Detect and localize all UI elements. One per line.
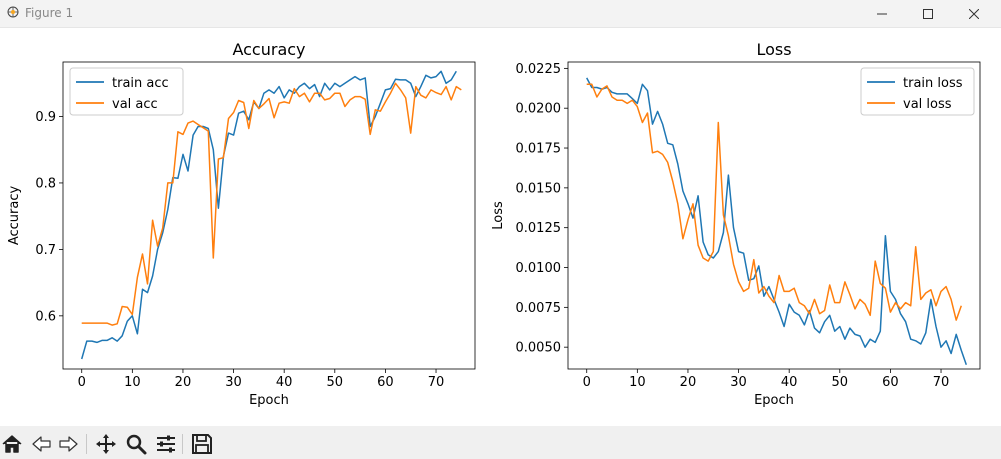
loss-x-tick-label: 70 (933, 375, 950, 390)
loss-x-tick-label: 20 (680, 375, 697, 390)
pan-icon (96, 434, 116, 454)
loss-y-tick-label: 0.0200 (516, 102, 562, 117)
accuracy-x-tick-label: 20 (175, 375, 192, 390)
accuracy-x-tick-label: 40 (276, 375, 293, 390)
toolbar-separator (86, 434, 87, 454)
loss-chart-title: Loss (756, 40, 791, 59)
home-icon (2, 435, 22, 453)
accuracy-x-axis-label: Epoch (249, 393, 289, 408)
minimize-icon (877, 13, 887, 14)
save-icon (192, 434, 212, 454)
accuracy-y-tick-label: 0.9 (35, 110, 56, 125)
loss-legend-label-train: train loss (903, 76, 963, 91)
loss-x-tick-label: 0 (583, 375, 591, 390)
accuracy-series-val-line (81, 82, 462, 326)
loss-x-tick-label: 40 (781, 375, 798, 390)
accuracy-x-tick-label: 0 (78, 375, 86, 390)
loss-legend-label-val: val loss (903, 97, 952, 112)
plots-svg: 0 10 20 30 40 50 60 70 0.6 0.7 0.8 0.9 Accuracy Epoch… (7, 40, 981, 408)
loss-y-axis-label: Loss (491, 201, 506, 230)
accuracy-series-train-line (80, 70, 457, 360)
accuracy-y-axis-label: Accuracy (7, 186, 22, 246)
save-button[interactable] (190, 432, 214, 456)
accuracy-y-tick-label: 0.6 (35, 309, 56, 324)
figure-canvas: 0 10 20 30 40 50 60 70 0.6 0.7 0.8 0.9 Accuracy Epoch… (0, 28, 1001, 426)
loss-y-tick-label: 0.0050 (516, 341, 562, 356)
close-icon (969, 8, 979, 19)
loss-x-tick-label: 30 (730, 375, 747, 390)
accuracy-y-tick-label: 0.8 (35, 176, 56, 191)
back-button[interactable] (30, 432, 54, 456)
forward-button[interactable] (56, 432, 80, 456)
loss-series-train-line (586, 77, 968, 365)
zoom-button[interactable] (124, 432, 148, 456)
accuracy-x-tick-label: 30 (225, 375, 242, 390)
maximize-button[interactable] (905, 0, 951, 27)
toolbar-separator (182, 434, 183, 454)
back-icon (32, 436, 51, 452)
accuracy-x-tick-label: 60 (377, 375, 394, 390)
forward-icon (59, 436, 78, 452)
configure-subplots-icon (157, 435, 175, 453)
configure-subplots-button[interactable] (154, 432, 178, 456)
zoom-icon (126, 434, 147, 455)
loss-x-tick-label: 10 (629, 375, 646, 390)
window-titlebar: Figure 1 (0, 0, 1001, 28)
accuracy-legend-label-val: val acc (112, 97, 158, 112)
accuracy-x-tick-label: 10 (124, 375, 141, 390)
home-button[interactable] (0, 432, 24, 456)
matplotlib-app-icon (7, 6, 19, 18)
pan-button[interactable] (94, 432, 118, 456)
loss-y-tick-label: 0.0150 (516, 181, 562, 196)
loss-x-axis-label: Epoch (754, 393, 794, 408)
accuracy-y-tick-label: 0.7 (35, 243, 56, 258)
loss-y-tick-label: 0.0225 (516, 62, 562, 77)
loss-y-tick-label: 0.0175 (516, 142, 562, 157)
accuracy-legend-label-train: train acc (112, 76, 169, 91)
loss-y-tick-label: 0.0125 (516, 221, 562, 236)
accuracy-chart-title: Accuracy (232, 40, 305, 59)
loss-x-tick-label: 60 (882, 375, 899, 390)
loss-x-tick-label: 50 (832, 375, 849, 390)
loss-series-val-line (586, 83, 963, 321)
navigation-toolbar (0, 426, 1001, 459)
close-button[interactable] (951, 0, 997, 27)
minimize-button[interactable] (859, 0, 905, 27)
loss-y-tick-label: 0.0075 (516, 301, 562, 316)
window-title: Figure 1 (25, 6, 74, 20)
loss-y-tick-label: 0.0100 (516, 261, 562, 276)
maximize-icon (923, 8, 933, 19)
accuracy-x-tick-label: 70 (428, 375, 445, 390)
accuracy-x-tick-label: 50 (327, 375, 344, 390)
